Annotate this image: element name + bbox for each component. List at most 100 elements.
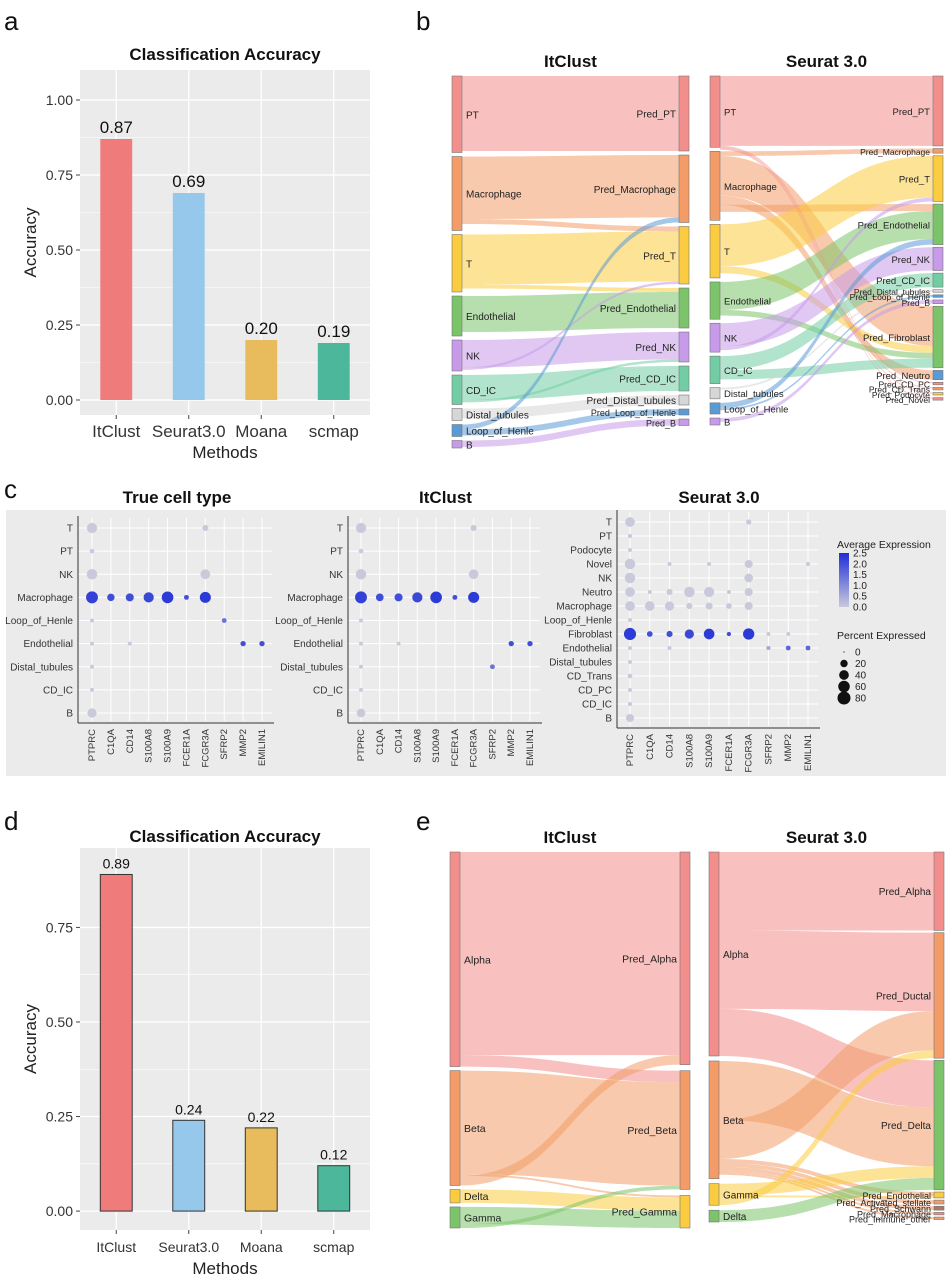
- dot: [742, 628, 755, 640]
- row-label: Endothelial: [563, 644, 612, 655]
- row-label: NK: [59, 570, 73, 581]
- gene-label: CD14: [665, 734, 676, 758]
- bar-chart-d: Classification Accuracy 0.00 0.25 0.50 0.75 0…: [21, 827, 370, 1278]
- dot: [468, 569, 479, 580]
- legend-size-label: 0: [855, 648, 861, 659]
- sankey-title: Seurat 3.0: [786, 828, 867, 847]
- gene-label: PTPRC: [87, 729, 98, 761]
- target-node: [933, 1199, 945, 1205]
- bar-moana: [245, 340, 278, 400]
- sankey-link: [719, 1060, 934, 1167]
- target-label: Pred_Loop_of_Henle: [591, 408, 676, 418]
- target-label: Pred_Macrophage: [594, 185, 677, 196]
- dot: [240, 640, 246, 647]
- target-label: Pred_Macrophage: [857, 1210, 931, 1220]
- gene-label: MMP2: [506, 729, 517, 756]
- row-label: NK: [598, 574, 612, 585]
- sankey-link: [720, 289, 933, 390]
- dot: [508, 640, 514, 647]
- source-label: Gamma: [723, 1190, 759, 1201]
- source-label: Delta: [723, 1212, 747, 1223]
- sankey-chart-b: ItClust PT Macrophage T Endothelial NK CD_IC Di…: [451, 52, 944, 451]
- bar-value-label: 0.22: [248, 1109, 275, 1125]
- target-node: [678, 394, 690, 406]
- panel-letter-d: d: [4, 806, 18, 836]
- dot: [143, 592, 154, 603]
- sankey-link: [720, 299, 933, 422]
- sankey-link: [462, 231, 679, 285]
- dot: [107, 593, 115, 602]
- dot: [412, 592, 423, 603]
- target-node: [678, 226, 690, 285]
- source-label: B: [724, 418, 730, 429]
- target-node: [933, 1216, 945, 1220]
- dot: [627, 673, 633, 679]
- row-label: B: [336, 709, 343, 720]
- sankey-link: [460, 1185, 680, 1228]
- gene-label: SFRP2: [219, 729, 230, 760]
- dot: [452, 594, 458, 600]
- sankey-link: [720, 309, 933, 359]
- dot: [786, 632, 791, 636]
- target-node: [678, 75, 690, 152]
- row-label: Distal_tubules: [10, 662, 73, 673]
- legend-size-title: Percent Expressed: [837, 630, 926, 642]
- gene-label: CD14: [125, 729, 136, 753]
- source-node: [451, 339, 463, 372]
- panel-letter-a: a: [4, 6, 19, 36]
- legend-colorbar: [839, 553, 849, 607]
- dot: [647, 590, 652, 594]
- target-node: [678, 365, 690, 392]
- target-node: [932, 305, 944, 369]
- y-axis-label: Accuracy: [21, 207, 40, 277]
- target-label: Pred_PT: [893, 107, 931, 118]
- legend-size-label: 40: [855, 671, 867, 682]
- target-label: Pred_Novel: [886, 395, 931, 405]
- dotplot-chart-c: True cell type T PT NK Macrophage Loop_of_Hen…: [5, 488, 946, 776]
- dot: [628, 618, 632, 622]
- dot: [359, 618, 363, 623]
- sankey-link: [462, 155, 679, 219]
- source-node: [451, 75, 463, 153]
- source-label: PT: [466, 110, 479, 121]
- x-tick-label: Moana: [240, 1239, 283, 1255]
- dot: [666, 630, 673, 638]
- row-label: CD_IC: [582, 700, 612, 711]
- row-label: T: [67, 524, 73, 535]
- source-label: NK: [466, 352, 480, 363]
- dot: [358, 548, 364, 554]
- dot: [624, 572, 636, 584]
- sankey-chart-e: ItClust Alpha Beta Delta Gamma Pred_Alpha Pred…: [449, 828, 945, 1229]
- sankey-link: [462, 366, 679, 400]
- sankey-link: [720, 266, 933, 353]
- source-label: Distal_tubules: [724, 389, 784, 400]
- source-label: Endothelial: [724, 297, 771, 308]
- sankey-links: [719, 852, 934, 1222]
- dot: [125, 593, 134, 602]
- legend-size-dot: [838, 680, 850, 693]
- dot: [744, 587, 753, 597]
- target-label: Pred_Distal_tubules: [854, 287, 930, 297]
- gene-label: S100A8: [412, 729, 423, 763]
- sankey-link: [719, 1178, 934, 1222]
- source-node: [708, 1060, 720, 1179]
- target-node: [932, 203, 944, 245]
- dot: [86, 569, 98, 580]
- bar-itclust: [99, 873, 133, 1212]
- target-label: Pred_Gamma: [612, 1207, 678, 1219]
- sankey-link: [720, 358, 933, 380]
- row-label: B: [66, 709, 73, 720]
- y-tick-label: 0.50: [46, 242, 73, 258]
- source-label: PT: [724, 108, 736, 119]
- dot: [90, 664, 94, 669]
- target-label: Pred_Delta: [881, 1121, 931, 1132]
- target-node: [678, 154, 690, 223]
- sankey-link: [462, 409, 679, 436]
- source-node: [709, 224, 721, 279]
- sankey-link: [720, 147, 933, 394]
- legend-color-tick-label: 0.5: [853, 592, 867, 603]
- target-node: [932, 294, 944, 298]
- bar-moana: [244, 1127, 278, 1212]
- sankey-link: [719, 1050, 934, 1206]
- source-node: [451, 156, 463, 231]
